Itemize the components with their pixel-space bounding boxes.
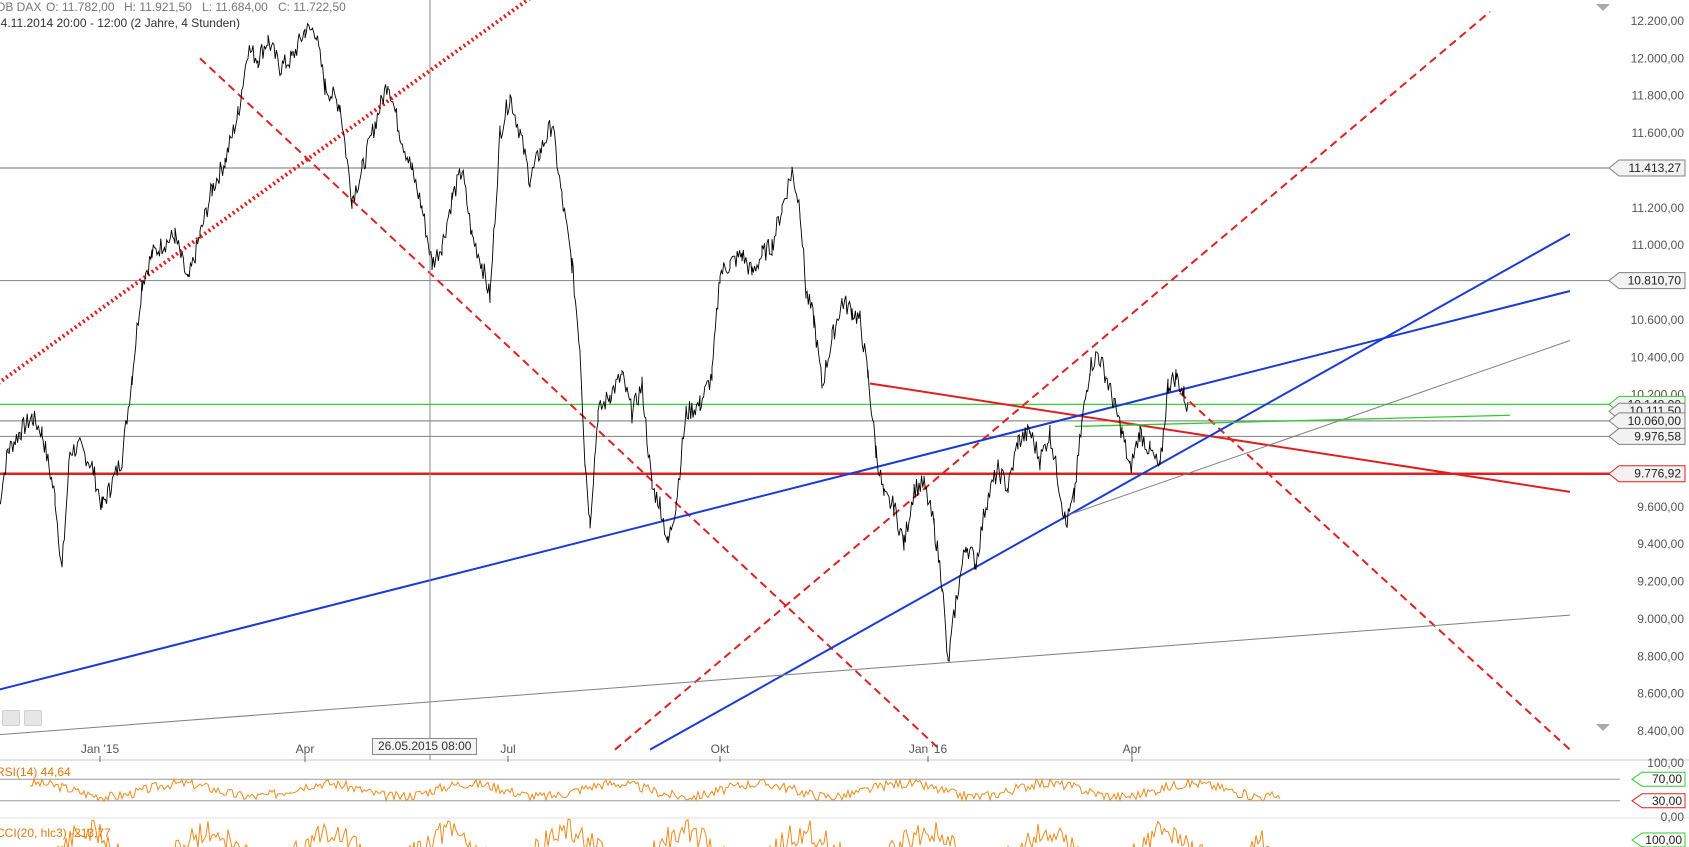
trendline-5 bbox=[0, 290, 1571, 691]
rsi-level-text: 70,00 bbox=[1652, 772, 1682, 786]
cci-level-text: 100,00 bbox=[1645, 833, 1682, 847]
grid-layer bbox=[0, 759, 1689, 819]
price-series bbox=[0, 22, 1189, 662]
price-label-text: 9.976,58 bbox=[1634, 429, 1681, 443]
cci-level-badge: 100,00 bbox=[1631, 832, 1686, 847]
rsi-line bbox=[29, 777, 1281, 803]
time-range: 24.11.2014 20:00 - 12:00 (2 Jahre, 4 Stu… bbox=[0, 16, 240, 30]
price-label-badge: 11.413,27 bbox=[1608, 159, 1686, 177]
cci-line bbox=[57, 818, 1270, 847]
y-tick-label: 9.600,00 bbox=[1637, 500, 1684, 514]
y-tick-label: 10.600,00 bbox=[1631, 313, 1685, 327]
y-tick-label: 8.800,00 bbox=[1637, 649, 1684, 663]
rsi-level-text: 0,00 bbox=[1661, 810, 1685, 824]
price-label-text: 10.060,00 bbox=[1628, 414, 1682, 428]
ohlc-close: C: 11.722,50 bbox=[278, 0, 346, 14]
x-tick-label: Apr bbox=[296, 742, 315, 756]
rsi-level-box bbox=[1631, 793, 1686, 809]
scroll-up-icon bbox=[1596, 4, 1610, 11]
price-label-box bbox=[1608, 465, 1686, 483]
scroll-down-icon bbox=[1596, 724, 1610, 731]
trendline-4 bbox=[869, 382, 1571, 493]
symbol-name: OB DAX bbox=[0, 0, 42, 14]
y-tick-label: 8.400,00 bbox=[1637, 724, 1684, 738]
trendline-3 bbox=[1179, 392, 1571, 751]
cci-level-box bbox=[1631, 832, 1686, 847]
price-label-badge: 10.810,70 bbox=[1608, 272, 1686, 290]
price-label-box bbox=[1608, 412, 1686, 430]
trendline-9 bbox=[1074, 414, 1511, 428]
y-axis: 12.200,00 12.000,00 11.800,00 11.600,00 11.2… bbox=[1596, 4, 1686, 738]
y-tick-label: 12.000,00 bbox=[1631, 51, 1685, 65]
horizontal-lines bbox=[0, 167, 1620, 475]
y-tick-label: 11.800,00 bbox=[1632, 89, 1685, 103]
rsi-indicator-label: RSI(14) 44,64 bbox=[0, 765, 71, 779]
price-label-text: 11.413,27 bbox=[1629, 161, 1682, 175]
price-label-badge: 9.776,92 bbox=[1608, 465, 1686, 483]
y-tick-label: 11.600,00 bbox=[1632, 126, 1685, 140]
trendline-0 bbox=[0, 0, 531, 385]
price-label-badge: 10.060,00 bbox=[1608, 412, 1686, 430]
trendline-2 bbox=[614, 10, 1491, 751]
ohlc-high: H: 11.921,50 bbox=[124, 0, 192, 14]
x-tick-label: Jul bbox=[500, 742, 515, 756]
y-tick-label: 9.200,00 bbox=[1637, 575, 1684, 589]
rsi-level-badge: 30,00 bbox=[1631, 793, 1686, 809]
trendline-6 bbox=[649, 233, 1571, 751]
rsi-level-box bbox=[1631, 771, 1686, 787]
trendline-7 bbox=[0, 614, 1571, 736]
price-line-0 bbox=[0, 22, 1189, 662]
y-tick-label: 9.000,00 bbox=[1637, 612, 1684, 626]
y-tick-label: 11.200,00 bbox=[1632, 201, 1685, 215]
y-tick-label: 11.000,00 bbox=[1632, 238, 1685, 252]
y-tick-label: 8.600,00 bbox=[1637, 687, 1684, 701]
price-label-box bbox=[1608, 272, 1686, 290]
trendline-8 bbox=[1064, 340, 1571, 517]
price-label-text: 10.810,70 bbox=[1628, 274, 1682, 288]
y-tick-label: 10.400,00 bbox=[1631, 350, 1685, 364]
y-tick-label: 12.200,00 bbox=[1631, 14, 1685, 28]
rsi-level-text: 100,00 bbox=[1647, 756, 1684, 770]
indicator-panels: 100,00 70,00 30,00 0,00 100,00 bbox=[0, 756, 1686, 847]
x-tick-label: Okt bbox=[711, 742, 730, 756]
rsi-level-badge: 70,00 bbox=[1631, 771, 1686, 787]
x-tick-label: Jan '16 bbox=[909, 742, 948, 756]
ohlc-low: L: 11.684,00 bbox=[202, 0, 268, 14]
x-axis: Jan '15 Apr Jul Okt Jan '16 Apr bbox=[81, 742, 1142, 762]
download-icon[interactable] bbox=[2, 710, 20, 726]
price-label-box bbox=[1608, 427, 1686, 445]
ohlc-open: O: 11.782,00 bbox=[46, 0, 115, 14]
layout-icon[interactable] bbox=[24, 710, 42, 726]
y-tick-label: 9.400,00 bbox=[1637, 537, 1684, 551]
rsi-level-text: 30,00 bbox=[1652, 794, 1682, 808]
x-tick-label: Apr bbox=[1123, 742, 1142, 756]
price-label-badge: 9.976,58 bbox=[1608, 427, 1686, 445]
price-label-text: 9.776,92 bbox=[1634, 467, 1681, 481]
crosshair-date-label: 26.05.2015 08:00 bbox=[372, 738, 478, 755]
x-tick-label: Jan '15 bbox=[81, 742, 120, 756]
price-label-box bbox=[1608, 159, 1686, 177]
trendlines bbox=[0, 0, 1571, 751]
cci-indicator-label: CCI(20, hlc3) -213,77 bbox=[0, 826, 111, 840]
